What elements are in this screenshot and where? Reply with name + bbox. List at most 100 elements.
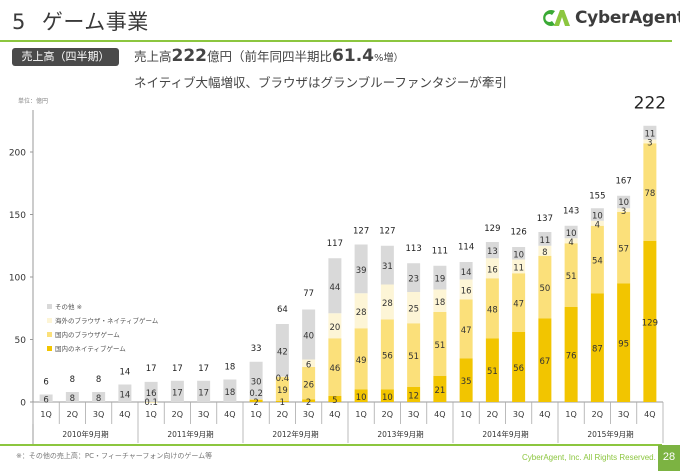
bar-segment — [302, 309, 316, 360]
bar-segment — [433, 312, 447, 376]
total-label: 114 — [458, 243, 474, 253]
x-tick-label: 4Q — [224, 410, 235, 419]
x-tick-label: 3Q — [303, 410, 314, 419]
bar-segment — [643, 125, 657, 140]
bar-segment — [275, 376, 289, 378]
segment-data-label: 51 — [434, 341, 445, 351]
x-tick-label: 1Q — [565, 410, 576, 419]
bar-segment — [407, 292, 421, 324]
x-tick-label: 4Q — [329, 410, 340, 419]
bar-segment — [538, 232, 552, 246]
segment-data-label: 39 — [356, 266, 367, 276]
legend-item-browser-domestic: 国内のブラウザゲーム — [47, 327, 158, 341]
total-label: 111 — [432, 246, 448, 256]
y-tick-label: 0 — [20, 399, 26, 409]
segment-data-label: 19 — [277, 386, 288, 396]
x-tick-label: 3Q — [93, 410, 104, 419]
bar-segment — [302, 367, 316, 400]
bar-segment — [590, 293, 604, 402]
bar-segment — [328, 395, 342, 402]
total-label: 126 — [511, 228, 527, 238]
bar-segment — [590, 220, 604, 226]
segment-data-label: 21 — [434, 386, 445, 396]
page-title: 5 ゲーム事業 — [12, 6, 149, 36]
segment-data-label: 78 — [644, 189, 655, 199]
bar-segment — [433, 265, 447, 290]
bar-segment — [275, 400, 289, 402]
bar-segment — [564, 225, 578, 239]
total-label: 137 — [537, 214, 553, 224]
year-group-label: 2010年9月期 — [62, 429, 108, 439]
bar-segment — [302, 359, 316, 367]
bar-segment — [590, 225, 604, 294]
bar-segment — [617, 195, 631, 209]
segment-data-label: 67 — [539, 357, 550, 367]
page-number: 28 — [658, 445, 680, 471]
bar-segment — [485, 338, 499, 402]
segment-data-label: 76 — [566, 352, 577, 362]
bar-segment — [354, 244, 368, 294]
segment-data-label: 50 — [539, 284, 550, 294]
segment-data-label: 10 — [618, 198, 629, 208]
bar-segment — [223, 379, 237, 402]
subheadline: ネイティブ大幅増収、ブラウザはグランブルーファンタジーが牽引 — [134, 75, 507, 90]
segment-data-label: 49 — [356, 356, 367, 366]
bar-segment — [170, 380, 184, 402]
x-tick-label: 4Q — [539, 410, 550, 419]
segment-data-label: 14 — [119, 390, 130, 400]
bar-segment — [538, 318, 552, 402]
segment-data-label: 18 — [434, 298, 445, 308]
bar-segment — [485, 278, 499, 339]
bar-segment — [407, 323, 421, 387]
legend-swatch-overseas — [47, 317, 52, 323]
total-label: 33 — [251, 344, 262, 354]
legend-swatch-browser-domestic — [47, 331, 52, 337]
segment-data-label: 0.1 — [144, 398, 158, 408]
bar-segment — [643, 240, 657, 402]
x-tick-label: 2Q — [382, 410, 393, 419]
total-label: 64 — [277, 305, 288, 315]
total-label: 77 — [303, 289, 314, 299]
segment-data-label: 4 — [568, 238, 573, 248]
x-tick-label: 2Q — [277, 410, 288, 419]
bar-segment — [328, 313, 342, 339]
bar-segment — [512, 259, 526, 274]
bar-segment — [538, 255, 552, 319]
x-tick-label: 1Q — [460, 410, 471, 419]
bar-segment — [380, 319, 394, 390]
bar-segment — [249, 361, 263, 400]
bar-segment — [328, 258, 342, 314]
segment-data-label: 31 — [382, 262, 393, 272]
headline-growth: 61.4 — [332, 46, 374, 66]
segment-data-label: 10 — [382, 393, 393, 403]
segment-data-label: 10 — [356, 393, 367, 403]
total-label: 8 — [70, 375, 75, 385]
segment-data-label: 13 — [487, 247, 498, 257]
segment-data-label: 10 — [513, 250, 524, 260]
x-tick-label: 2Q — [172, 410, 183, 419]
x-tick-label: 2Q — [487, 410, 498, 419]
bar-segment — [459, 299, 473, 359]
bar-segment — [65, 392, 79, 402]
bar-segment — [459, 279, 473, 300]
bar-segment — [354, 328, 368, 390]
bar-segment — [643, 139, 657, 144]
segment-data-label: 47 — [461, 326, 472, 336]
bar-segment — [643, 143, 657, 241]
bar-segment — [459, 262, 473, 280]
total-label: 167 — [616, 176, 632, 186]
x-tick-label: 2Q — [67, 410, 78, 419]
segment-data-label: 8 — [542, 248, 547, 258]
segment-data-label: 10 — [566, 229, 577, 239]
segment-data-label: 26 — [303, 380, 314, 390]
segment-data-label: 129 — [642, 318, 658, 328]
segment-data-label: 10 — [592, 211, 603, 221]
quarterly-sales-badge: 売上高（四半期） — [12, 48, 119, 66]
segment-data-label: 20 — [329, 323, 340, 333]
segment-data-label: 11 — [539, 236, 550, 246]
year-group-label: 2011年9月期 — [167, 429, 213, 439]
total-label: 143 — [563, 206, 579, 216]
segment-data-label: 11 — [644, 129, 655, 139]
bar-segment — [564, 243, 578, 307]
segment-data-label: 51 — [408, 352, 419, 362]
